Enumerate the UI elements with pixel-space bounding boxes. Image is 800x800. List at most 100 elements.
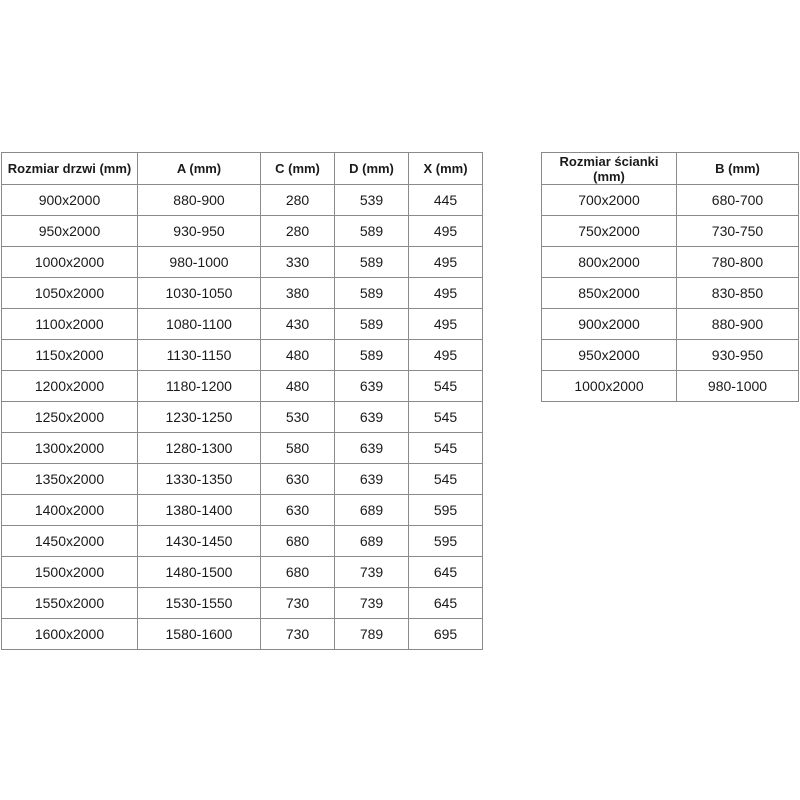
table-cell: 1430-1450: [137, 525, 261, 557]
column-header: Rozmiar ścianki (mm): [541, 152, 677, 185]
header-row: Rozmiar drzwi (mm) A (mm) C (mm) D (mm) X (m…: [1, 152, 483, 185]
table-cell: 630: [260, 463, 335, 495]
table-cell: 830-850: [676, 277, 799, 309]
table-cell: 1400x2000: [1, 494, 138, 526]
table-cell: 539: [334, 184, 409, 216]
column-header: Rozmiar drzwi (mm): [1, 152, 138, 185]
table-cell: 980-1000: [137, 246, 261, 278]
table-cell: 1500x2000: [1, 556, 138, 588]
table-cell: 580: [260, 432, 335, 464]
table-cell: 595: [408, 525, 483, 557]
table-cell: 480: [260, 339, 335, 371]
table-cell: 900x2000: [541, 308, 677, 340]
table-cell: 639: [334, 463, 409, 495]
table-row: 1500x2000 1480-1500 680 739 645: [1, 556, 483, 588]
table-row: 1000x2000 980-1000: [541, 370, 799, 402]
table-cell: 700x2000: [541, 184, 677, 216]
table-row: 900x2000 880-900 280 539 445: [1, 184, 483, 216]
table-row: 1350x2000 1330-1350 630 639 545: [1, 463, 483, 495]
table-cell: 495: [408, 246, 483, 278]
table-cell: 639: [334, 370, 409, 402]
table-cell: 930-950: [137, 215, 261, 247]
table-cell: 1550x2000: [1, 587, 138, 619]
table-cell: 730: [260, 618, 335, 650]
table-cell: 589: [334, 339, 409, 371]
table-cell: 495: [408, 277, 483, 309]
table-cell: 280: [260, 184, 335, 216]
table-cell: 330: [260, 246, 335, 278]
table-cell: 1330-1350: [137, 463, 261, 495]
column-header: B (mm): [676, 152, 799, 185]
table-cell: 639: [334, 401, 409, 433]
table-cell: 1150x2000: [1, 339, 138, 371]
table-cell: 1380-1400: [137, 494, 261, 526]
header-row: Rozmiar ścianki (mm) B (mm): [541, 152, 799, 185]
table-cell: 380: [260, 277, 335, 309]
table-row: 750x2000 730-750: [541, 215, 799, 247]
table-cell: 695: [408, 618, 483, 650]
table-cell: 1280-1300: [137, 432, 261, 464]
table-cell: 480: [260, 370, 335, 402]
table-row: 1200x2000 1180-1200 480 639 545: [1, 370, 483, 402]
table-cell: 1030-1050: [137, 277, 261, 309]
table-cell: 589: [334, 246, 409, 278]
table-cell: 280: [260, 215, 335, 247]
column-header: D (mm): [334, 152, 409, 185]
door-size-table: Rozmiar drzwi (mm) A (mm) C (mm) D (mm) X (m…: [1, 152, 483, 650]
table-cell: 545: [408, 370, 483, 402]
column-header: X (mm): [408, 152, 483, 185]
table-row: 1550x2000 1530-1550 730 739 645: [1, 587, 483, 619]
table-cell: 1080-1100: [137, 308, 261, 340]
table-cell: 689: [334, 494, 409, 526]
table-cell: 545: [408, 432, 483, 464]
table-cell: 530: [260, 401, 335, 433]
table-cell: 589: [334, 277, 409, 309]
table-row: 1100x2000 1080-1100 430 589 495: [1, 308, 483, 340]
table-cell: 950x2000: [541, 339, 677, 371]
table-cell: 1100x2000: [1, 308, 138, 340]
table-cell: 680: [260, 556, 335, 588]
table-cell: 589: [334, 308, 409, 340]
table-row: 700x2000 680-700: [541, 184, 799, 216]
table-cell: 800x2000: [541, 246, 677, 278]
table-row: 1050x2000 1030-1050 380 589 495: [1, 277, 483, 309]
table-row: 1250x2000 1230-1250 530 639 545: [1, 401, 483, 433]
table-cell: 900x2000: [1, 184, 138, 216]
table-cell: 1450x2000: [1, 525, 138, 557]
table-cell: 980-1000: [676, 370, 799, 402]
table-cell: 850x2000: [541, 277, 677, 309]
table-row: 1000x2000 980-1000 330 589 495: [1, 246, 483, 278]
table-cell: 645: [408, 556, 483, 588]
table-cell: 1230-1250: [137, 401, 261, 433]
table-cell: 430: [260, 308, 335, 340]
table-cell: 1200x2000: [1, 370, 138, 402]
table-cell: 1480-1500: [137, 556, 261, 588]
table-row: 950x2000 930-950: [541, 339, 799, 371]
table-cell: 495: [408, 215, 483, 247]
table-row: 1400x2000 1380-1400 630 689 595: [1, 494, 483, 526]
table-cell: 730-750: [676, 215, 799, 247]
table-row: 1300x2000 1280-1300 580 639 545: [1, 432, 483, 464]
table-cell: 880-900: [137, 184, 261, 216]
table-cell: 739: [334, 587, 409, 619]
table-cell: 1000x2000: [1, 246, 138, 278]
table-cell: 1130-1150: [137, 339, 261, 371]
table-row: 950x2000 930-950 280 589 495: [1, 215, 483, 247]
table-cell: 645: [408, 587, 483, 619]
table-row: 1600x2000 1580-1600 730 789 695: [1, 618, 483, 650]
column-header: C (mm): [260, 152, 335, 185]
table-cell: 639: [334, 432, 409, 464]
table-cell: 680-700: [676, 184, 799, 216]
table-cell: 1530-1550: [137, 587, 261, 619]
table-row: 900x2000 880-900: [541, 308, 799, 340]
table-cell: 589: [334, 215, 409, 247]
table-cell: 880-900: [676, 308, 799, 340]
table-cell: 739: [334, 556, 409, 588]
table-cell: 750x2000: [541, 215, 677, 247]
table-cell: 930-950: [676, 339, 799, 371]
table-row: 850x2000 830-850: [541, 277, 799, 309]
table-cell: 1350x2000: [1, 463, 138, 495]
table-cell: 545: [408, 401, 483, 433]
table-cell: 789: [334, 618, 409, 650]
table-row: 800x2000 780-800: [541, 246, 799, 278]
